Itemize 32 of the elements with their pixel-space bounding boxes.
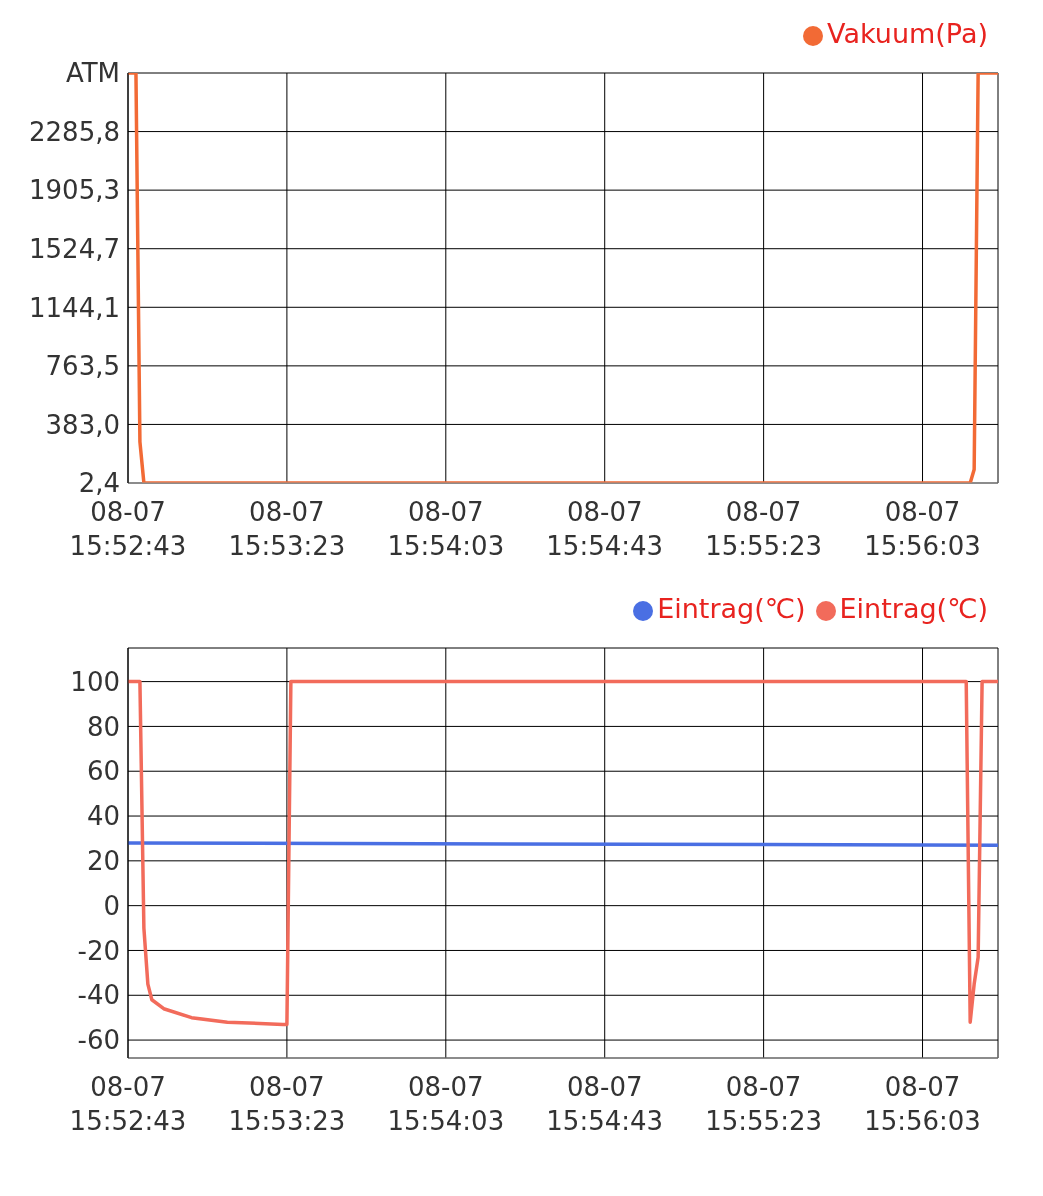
x-tick-label: 08-07 15:54:43 — [546, 497, 664, 561]
y-tick-label: 1144,1 — [29, 292, 120, 323]
y-tick-label: 80 — [86, 711, 120, 742]
x-tick-label: 08-07 15:54:43 — [546, 1072, 664, 1136]
y-tick-label: 2,4 — [78, 468, 120, 499]
y-tick-label: -60 — [77, 1025, 120, 1056]
y-tick-label: 0 — [103, 890, 120, 921]
y-tick-label: ATM — [65, 58, 120, 89]
x-tick-label: 08-07 15:53:23 — [228, 497, 346, 561]
y-tick-label: 60 — [86, 756, 120, 787]
legend-label: Vakuum(Pa) — [827, 18, 988, 49]
x-tick-label: 08-07 15:54:03 — [387, 497, 505, 561]
x-tick-label: 08-07 15:56:03 — [864, 1072, 981, 1136]
x-tick-label: 08-07 15:52:43 — [69, 1072, 187, 1136]
x-tick-label: 08-07 15:54:03 — [387, 1072, 505, 1136]
y-tick-label: 100 — [70, 666, 120, 697]
legend-label: Eintrag(℃) — [657, 593, 806, 624]
x-tick-label: 08-07 15:52:43 — [69, 497, 187, 561]
y-tick-label: 40 — [86, 801, 120, 832]
x-tick-label: 08-07 15:56:03 — [864, 497, 981, 561]
x-tick-label: 08-07 15:55:23 — [705, 497, 823, 561]
legend-label: Eintrag(℃) — [839, 593, 988, 624]
y-tick-label: 20 — [86, 846, 120, 877]
y-tick-label: 763,5 — [45, 351, 120, 382]
y-tick-label: 2285,8 — [29, 116, 120, 147]
y-tick-label: 383,0 — [45, 409, 120, 440]
y-tick-label: 1905,3 — [29, 175, 120, 206]
x-tick-label: 08-07 15:55:23 — [705, 1072, 823, 1136]
y-tick-label: 1524,7 — [29, 233, 120, 264]
x-tick-label: 08-07 15:53:23 — [228, 1072, 346, 1136]
y-tick-label: -20 — [77, 935, 120, 966]
y-tick-label: -40 — [77, 980, 120, 1011]
